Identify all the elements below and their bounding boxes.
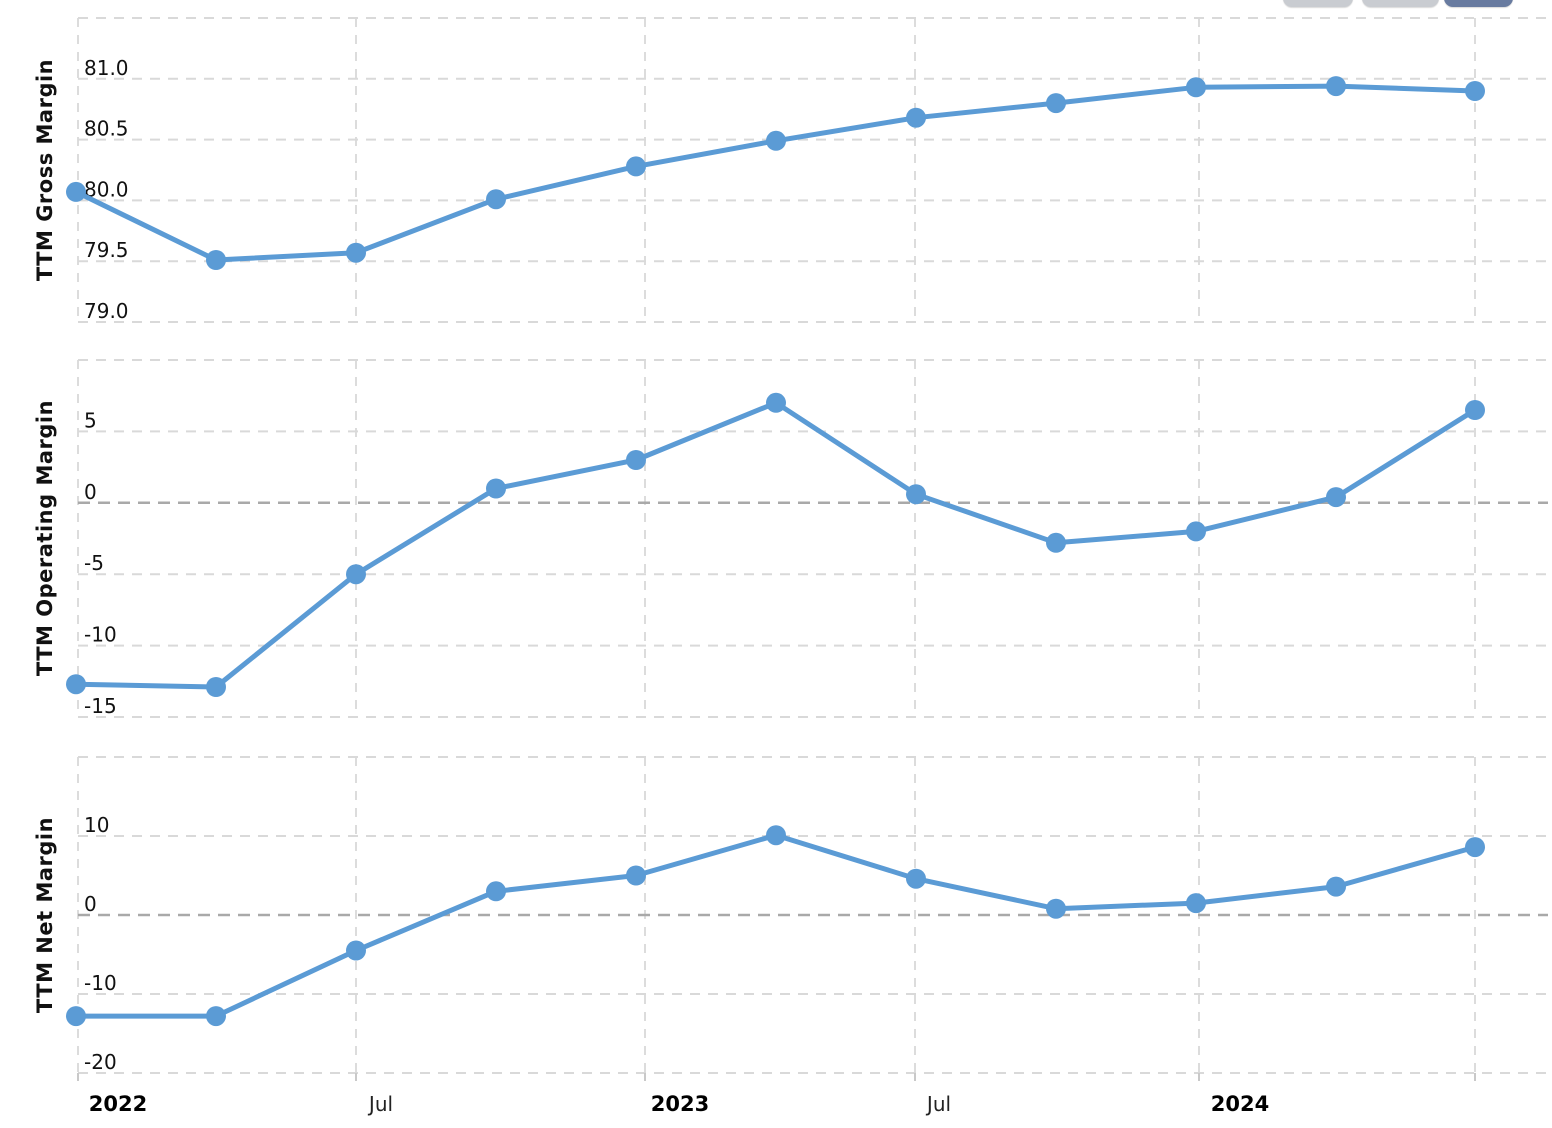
data-point-marker[interactable] xyxy=(486,881,506,902)
y-tick-label: 0 xyxy=(84,480,97,504)
data-point-marker[interactable] xyxy=(1465,81,1485,101)
series-line xyxy=(73,83,1478,263)
data-point-marker[interactable] xyxy=(626,156,646,177)
data-point-marker[interactable] xyxy=(66,674,86,695)
x-tick-label: 2023 xyxy=(651,1092,709,1116)
data-point-marker[interactable] xyxy=(206,1006,226,1027)
data-point-marker[interactable] xyxy=(346,564,366,585)
y-tick-label: -5 xyxy=(84,551,104,575)
data-point-marker[interactable] xyxy=(206,250,226,270)
series-line xyxy=(73,400,1478,690)
data-point-marker[interactable] xyxy=(1326,487,1346,508)
data-point-marker[interactable] xyxy=(626,450,646,470)
data-point-marker[interactable] xyxy=(1046,898,1066,919)
data-point-marker[interactable] xyxy=(1186,77,1206,98)
chart-panel-2: 10 0 -10 -20 xyxy=(66,756,1548,1074)
data-point-marker[interactable] xyxy=(1046,532,1066,553)
data-point-marker[interactable] xyxy=(906,484,926,505)
y-tick-label: 0 xyxy=(84,892,97,916)
data-point-marker[interactable] xyxy=(486,189,506,210)
y-tick-label: 79.0 xyxy=(84,299,129,323)
data-point-marker[interactable] xyxy=(486,478,506,499)
y-tick-label: -10 xyxy=(84,971,117,995)
chart-panel-0: 81.080.580.079.579.0 xyxy=(66,17,1548,323)
data-point-marker[interactable] xyxy=(1186,521,1206,542)
series-line xyxy=(73,832,1478,1019)
data-point-marker[interactable] xyxy=(1046,93,1066,114)
data-point-marker[interactable] xyxy=(766,392,786,413)
data-point-marker[interactable] xyxy=(1465,400,1485,420)
y-tick-label: -20 xyxy=(84,1050,117,1074)
x-tick-label: 2022 xyxy=(89,1092,147,1116)
toolbar-button-1[interactable] xyxy=(1283,0,1353,7)
data-point-marker[interactable] xyxy=(1186,893,1206,914)
y-tick-label: -10 xyxy=(84,623,117,647)
data-point-marker[interactable] xyxy=(346,242,366,263)
data-point-marker[interactable] xyxy=(906,868,926,889)
data-point-marker[interactable] xyxy=(766,825,786,846)
data-point-marker[interactable] xyxy=(1326,876,1346,897)
data-point-marker[interactable] xyxy=(906,107,926,128)
y-tick-label: -15 xyxy=(84,694,117,718)
y-tick-label: 79.5 xyxy=(84,238,129,262)
data-point-marker[interactable] xyxy=(206,677,226,697)
data-point-marker[interactable] xyxy=(1465,837,1485,858)
x-tick-label: Jul xyxy=(367,1092,393,1116)
y-tick-label: 80.5 xyxy=(84,117,129,141)
data-point-marker[interactable] xyxy=(766,130,786,151)
y-tick-label: 10 xyxy=(84,813,109,837)
toolbar-button-3[interactable] xyxy=(1444,0,1513,7)
data-point-marker[interactable] xyxy=(1326,76,1346,97)
toolbar-button-2[interactable] xyxy=(1362,0,1439,7)
x-tick-label: Jul xyxy=(925,1092,951,1116)
data-point-marker[interactable] xyxy=(66,1006,86,1027)
y-tick-label: 81.0 xyxy=(84,56,129,80)
data-point-marker[interactable] xyxy=(66,181,86,202)
data-point-marker[interactable] xyxy=(346,940,366,961)
y-tick-label: 5 xyxy=(84,408,97,432)
x-tick-label: 2024 xyxy=(1211,1092,1269,1116)
chart-panel-1: 5 0 -5 -10 -15 xyxy=(66,359,1548,718)
data-point-marker[interactable] xyxy=(626,865,646,886)
